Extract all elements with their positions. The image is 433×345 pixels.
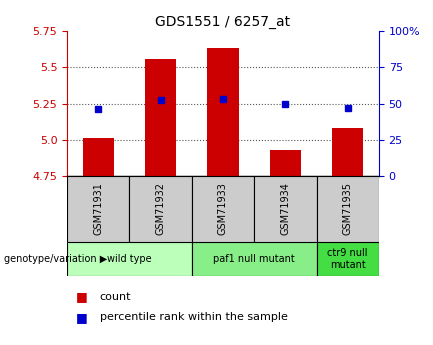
Bar (67, 176, 129, 242)
Text: GSM71934: GSM71934 (280, 182, 291, 235)
Bar (332, 128, 363, 176)
Text: GSM71935: GSM71935 (343, 182, 353, 235)
Text: paf1 null mutant: paf1 null mutant (213, 254, 295, 264)
Bar (270, 150, 301, 176)
Text: count: count (100, 292, 131, 302)
Text: ctr9 null
mutant: ctr9 null mutant (327, 248, 368, 269)
Text: ■: ■ (76, 311, 87, 324)
Bar (83, 138, 114, 176)
Bar (67, 241, 192, 276)
Bar (207, 48, 239, 176)
Text: GSM71933: GSM71933 (218, 182, 228, 235)
Bar (192, 241, 317, 276)
Bar (317, 241, 379, 276)
Bar (129, 176, 192, 242)
Text: percentile rank within the sample: percentile rank within the sample (100, 313, 288, 322)
Text: wild type: wild type (107, 254, 152, 264)
Bar (145, 59, 176, 176)
Title: GDS1551 / 6257_at: GDS1551 / 6257_at (155, 14, 291, 29)
Bar (192, 176, 254, 242)
Text: ■: ■ (76, 290, 87, 303)
Bar (317, 176, 379, 242)
Bar (254, 176, 317, 242)
Text: GSM71931: GSM71931 (93, 182, 103, 235)
Text: GSM71932: GSM71932 (155, 182, 166, 235)
Text: genotype/variation ▶: genotype/variation ▶ (4, 254, 107, 264)
